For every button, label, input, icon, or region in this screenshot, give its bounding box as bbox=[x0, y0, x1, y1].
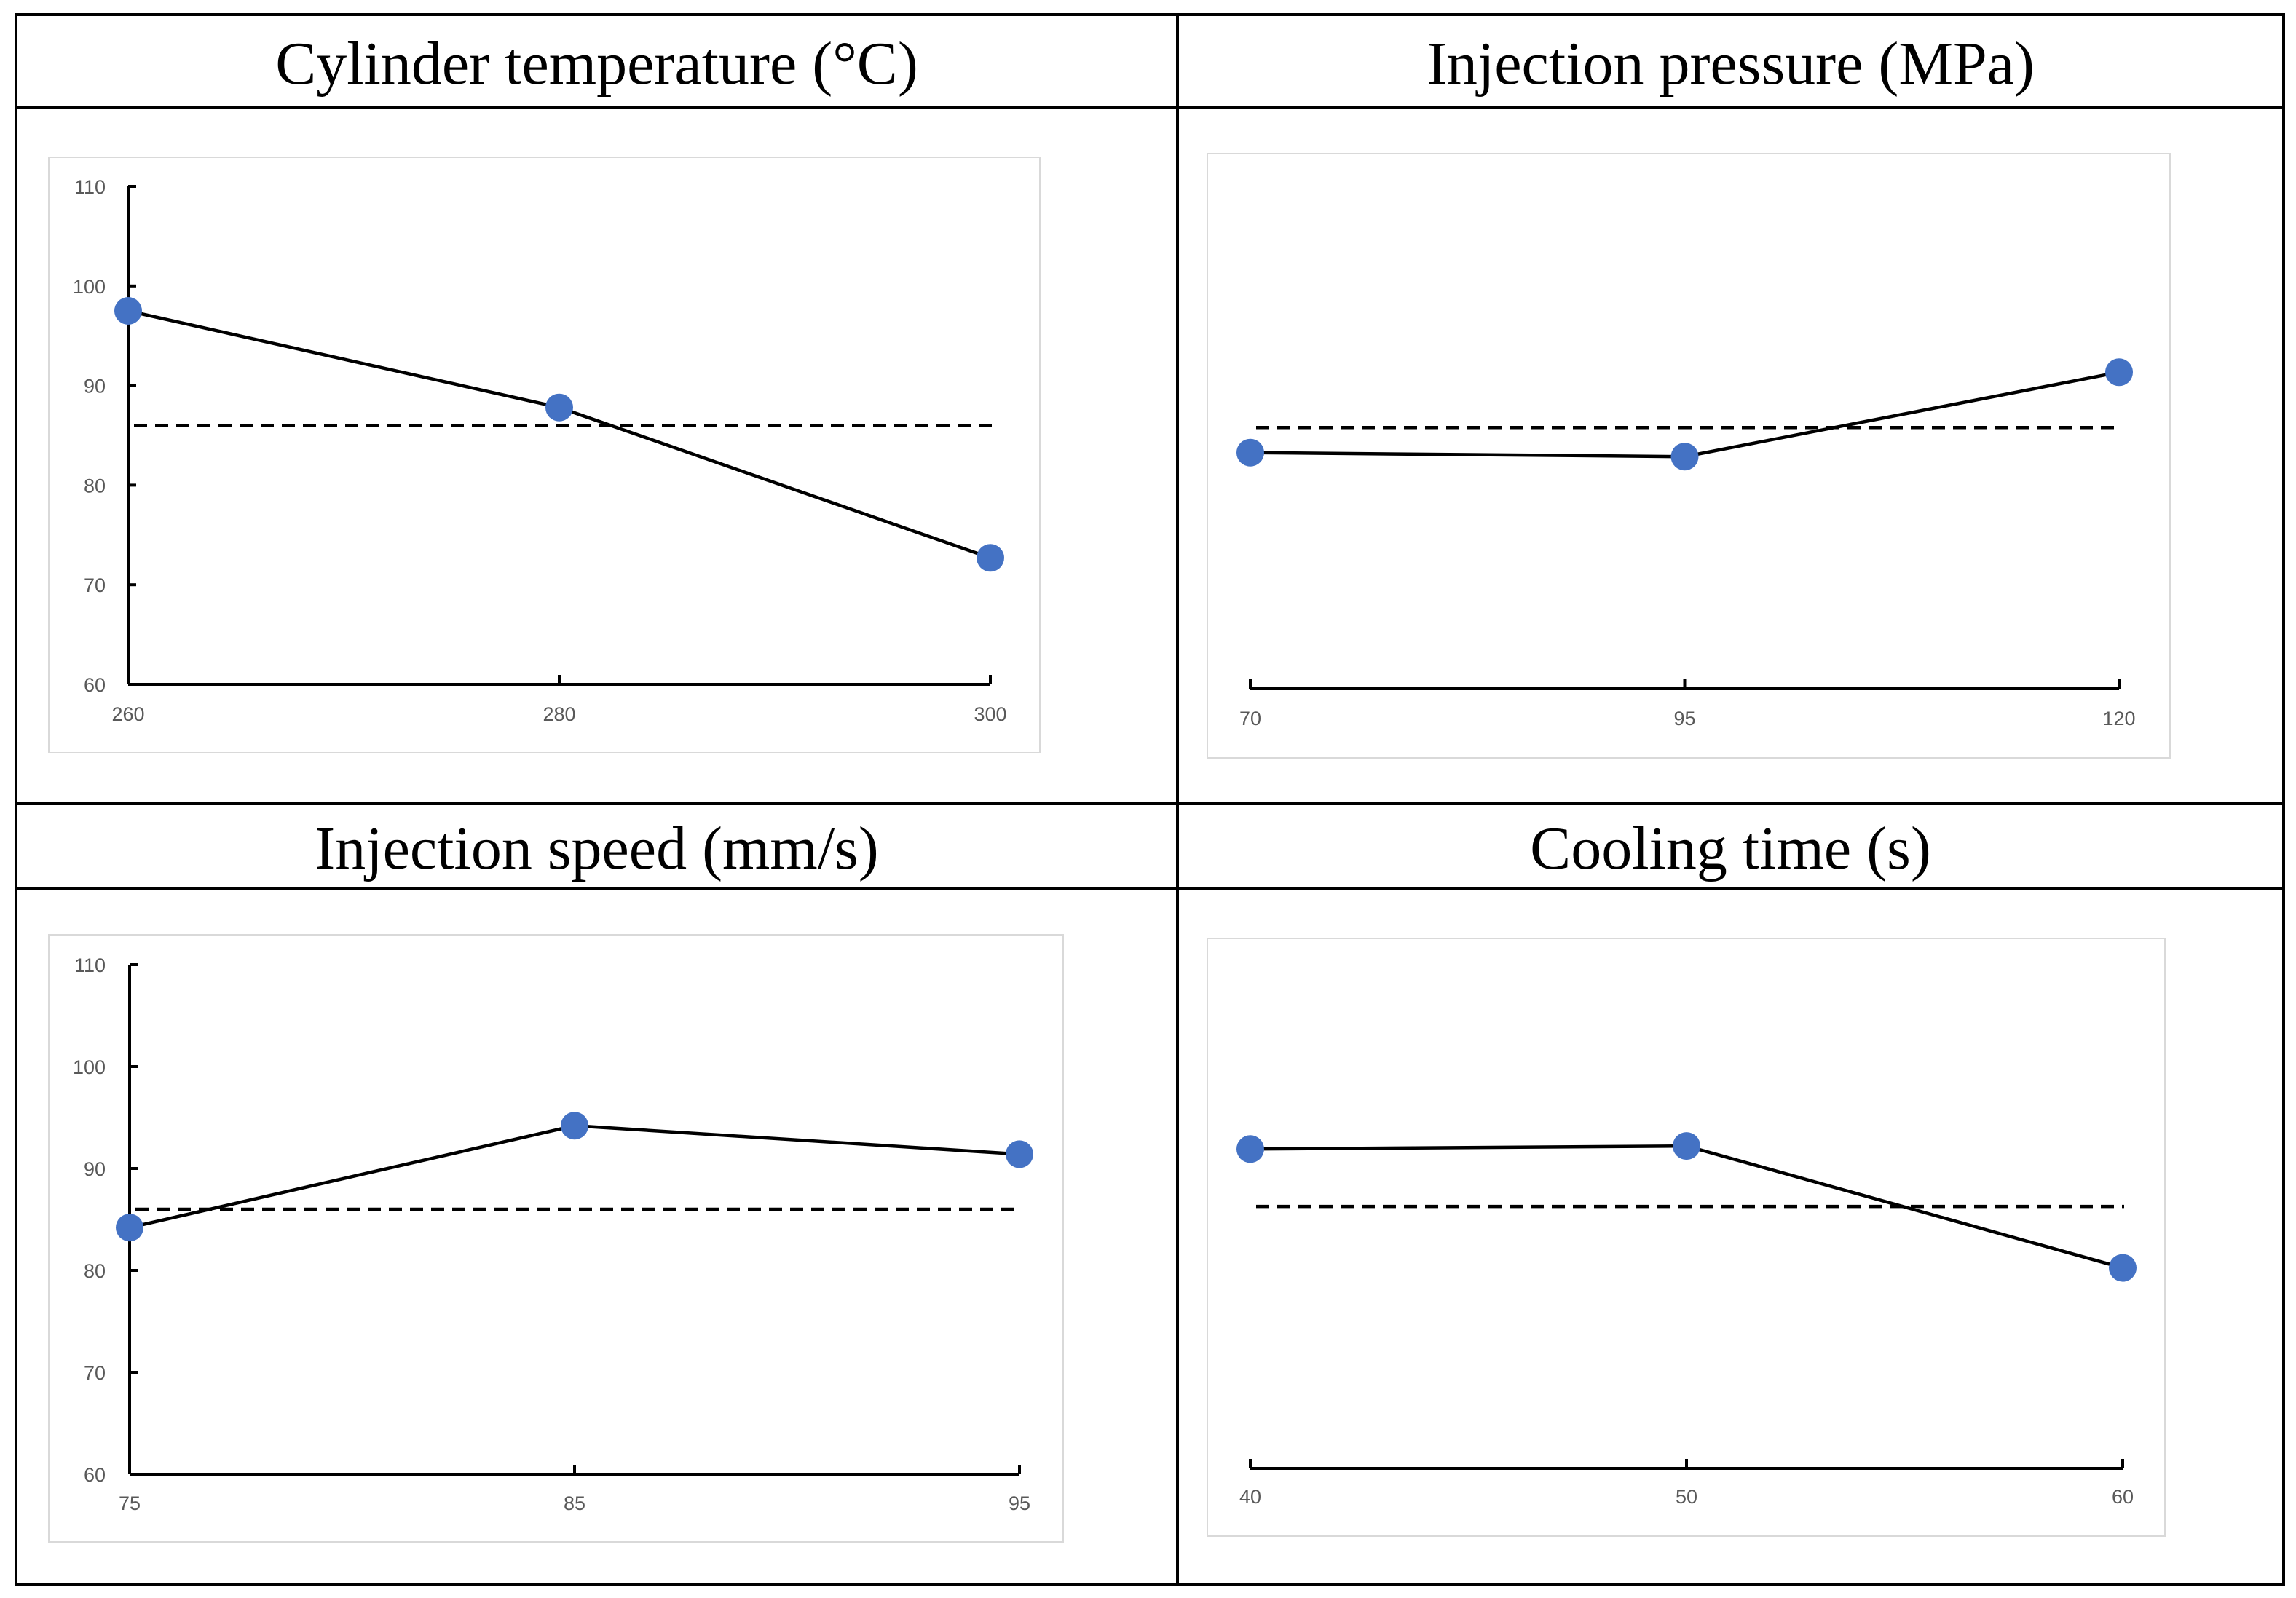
y-tick-label: 110 bbox=[74, 954, 106, 976]
x-tick-label: 300 bbox=[974, 703, 1006, 725]
chart-frame bbox=[48, 157, 1041, 753]
chart-cooling-time: 40 50 60 bbox=[1207, 938, 2166, 1537]
y-tick-label: 90 bbox=[84, 1158, 106, 1180]
x-tick-label: 70 bbox=[1239, 708, 1261, 729]
data-point bbox=[1236, 438, 1264, 467]
y-tick-label: 100 bbox=[73, 1056, 106, 1078]
x-tick-label: 260 bbox=[111, 703, 144, 725]
data-point bbox=[545, 393, 573, 422]
y-tick-label: 60 bbox=[84, 674, 106, 696]
data-point bbox=[1236, 1135, 1264, 1163]
chart-frame bbox=[1207, 938, 2166, 1537]
chart-injection-pressure: 70 95 120 bbox=[1207, 153, 2171, 759]
data-point bbox=[2105, 358, 2133, 387]
figure-table bbox=[15, 13, 2285, 1586]
chart-frame bbox=[48, 934, 1064, 1543]
y-tick-label: 80 bbox=[84, 1260, 106, 1282]
data-point bbox=[114, 297, 142, 325]
y-tick-label: 80 bbox=[84, 475, 106, 497]
data-point bbox=[977, 544, 1004, 572]
x-tick-label: 60 bbox=[2112, 1486, 2134, 1508]
data-point bbox=[1670, 443, 1699, 471]
x-tick-label: 50 bbox=[1676, 1486, 1697, 1508]
x-tick-label: 75 bbox=[119, 1492, 141, 1514]
y-tick-label: 70 bbox=[84, 574, 106, 596]
chart-title-injection-pressure: Injection pressure (MPa) bbox=[1426, 29, 2035, 98]
row-divider-top bbox=[17, 106, 2282, 109]
chart-injection-speed: 75 85 95 60 70 80 90 100 110 bbox=[48, 934, 1064, 1543]
chart-title-cylinder-temperature: Cylinder temperature (°C) bbox=[275, 29, 918, 98]
y-tick-label: 100 bbox=[73, 276, 106, 298]
x-tick-label: 95 bbox=[1009, 1492, 1030, 1514]
x-tick-label: 40 bbox=[1239, 1486, 1261, 1508]
data-point bbox=[1006, 1140, 1033, 1168]
row-divider-middle bbox=[17, 802, 2282, 805]
y-tick-label: 70 bbox=[84, 1362, 106, 1384]
chart-title-cooling-time: Cooling time (s) bbox=[1530, 814, 1931, 882]
y-tick-label: 90 bbox=[84, 376, 106, 397]
row-divider-bottom bbox=[17, 887, 2282, 890]
data-point bbox=[561, 1112, 588, 1140]
y-tick-label: 110 bbox=[74, 176, 106, 198]
x-tick-label: 95 bbox=[1673, 708, 1695, 729]
data-point bbox=[2109, 1254, 2137, 1282]
chart-cylinder-temperature: 260 280 300 60 70 80 90 100 110 bbox=[48, 157, 1041, 753]
y-tick-label: 60 bbox=[84, 1464, 106, 1486]
x-tick-label: 280 bbox=[543, 703, 575, 725]
data-point bbox=[116, 1214, 143, 1242]
chart-title-injection-speed: Injection speed (mm/s) bbox=[315, 814, 879, 882]
column-divider bbox=[1176, 16, 1179, 1583]
x-tick-label: 120 bbox=[2102, 708, 2135, 729]
data-point bbox=[1673, 1132, 1700, 1160]
x-tick-label: 85 bbox=[564, 1492, 585, 1514]
